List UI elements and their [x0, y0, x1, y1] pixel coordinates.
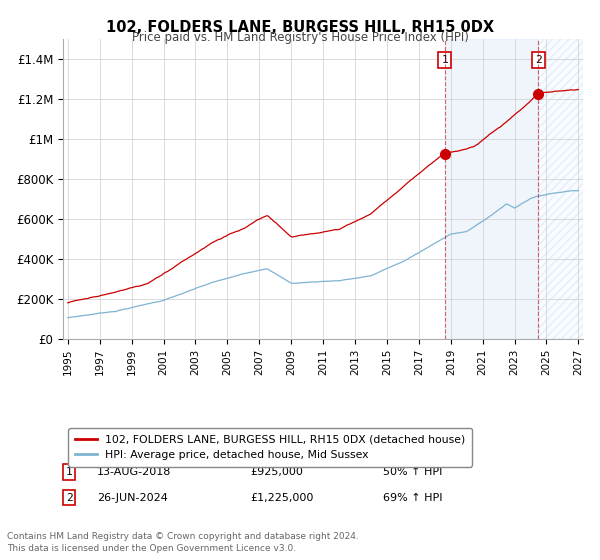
Legend: 102, FOLDERS LANE, BURGESS HILL, RH15 0DX (detached house), HPI: Average price, : 102, FOLDERS LANE, BURGESS HILL, RH15 0D… — [68, 428, 472, 466]
Text: 2: 2 — [535, 55, 542, 65]
Bar — [445, 39, 538, 339]
Text: 13-AUG-2018: 13-AUG-2018 — [97, 467, 171, 477]
Text: Price paid vs. HM Land Registry's House Price Index (HPI): Price paid vs. HM Land Registry's House … — [131, 31, 469, 44]
Text: 69% ↑ HPI: 69% ↑ HPI — [383, 493, 442, 502]
Text: 102, FOLDERS LANE, BURGESS HILL, RH15 0DX: 102, FOLDERS LANE, BURGESS HILL, RH15 0D… — [106, 20, 494, 35]
Text: 1: 1 — [66, 467, 73, 477]
Text: Contains HM Land Registry data © Crown copyright and database right 2024.
This d: Contains HM Land Registry data © Crown c… — [7, 532, 359, 553]
Bar — [538, 39, 595, 339]
Text: 50% ↑ HPI: 50% ↑ HPI — [383, 467, 442, 477]
Text: £1,225,000: £1,225,000 — [250, 493, 314, 502]
Text: 1: 1 — [442, 55, 448, 65]
Text: 26-JUN-2024: 26-JUN-2024 — [97, 493, 167, 502]
Text: 2: 2 — [66, 493, 73, 502]
Text: £925,000: £925,000 — [250, 467, 303, 477]
